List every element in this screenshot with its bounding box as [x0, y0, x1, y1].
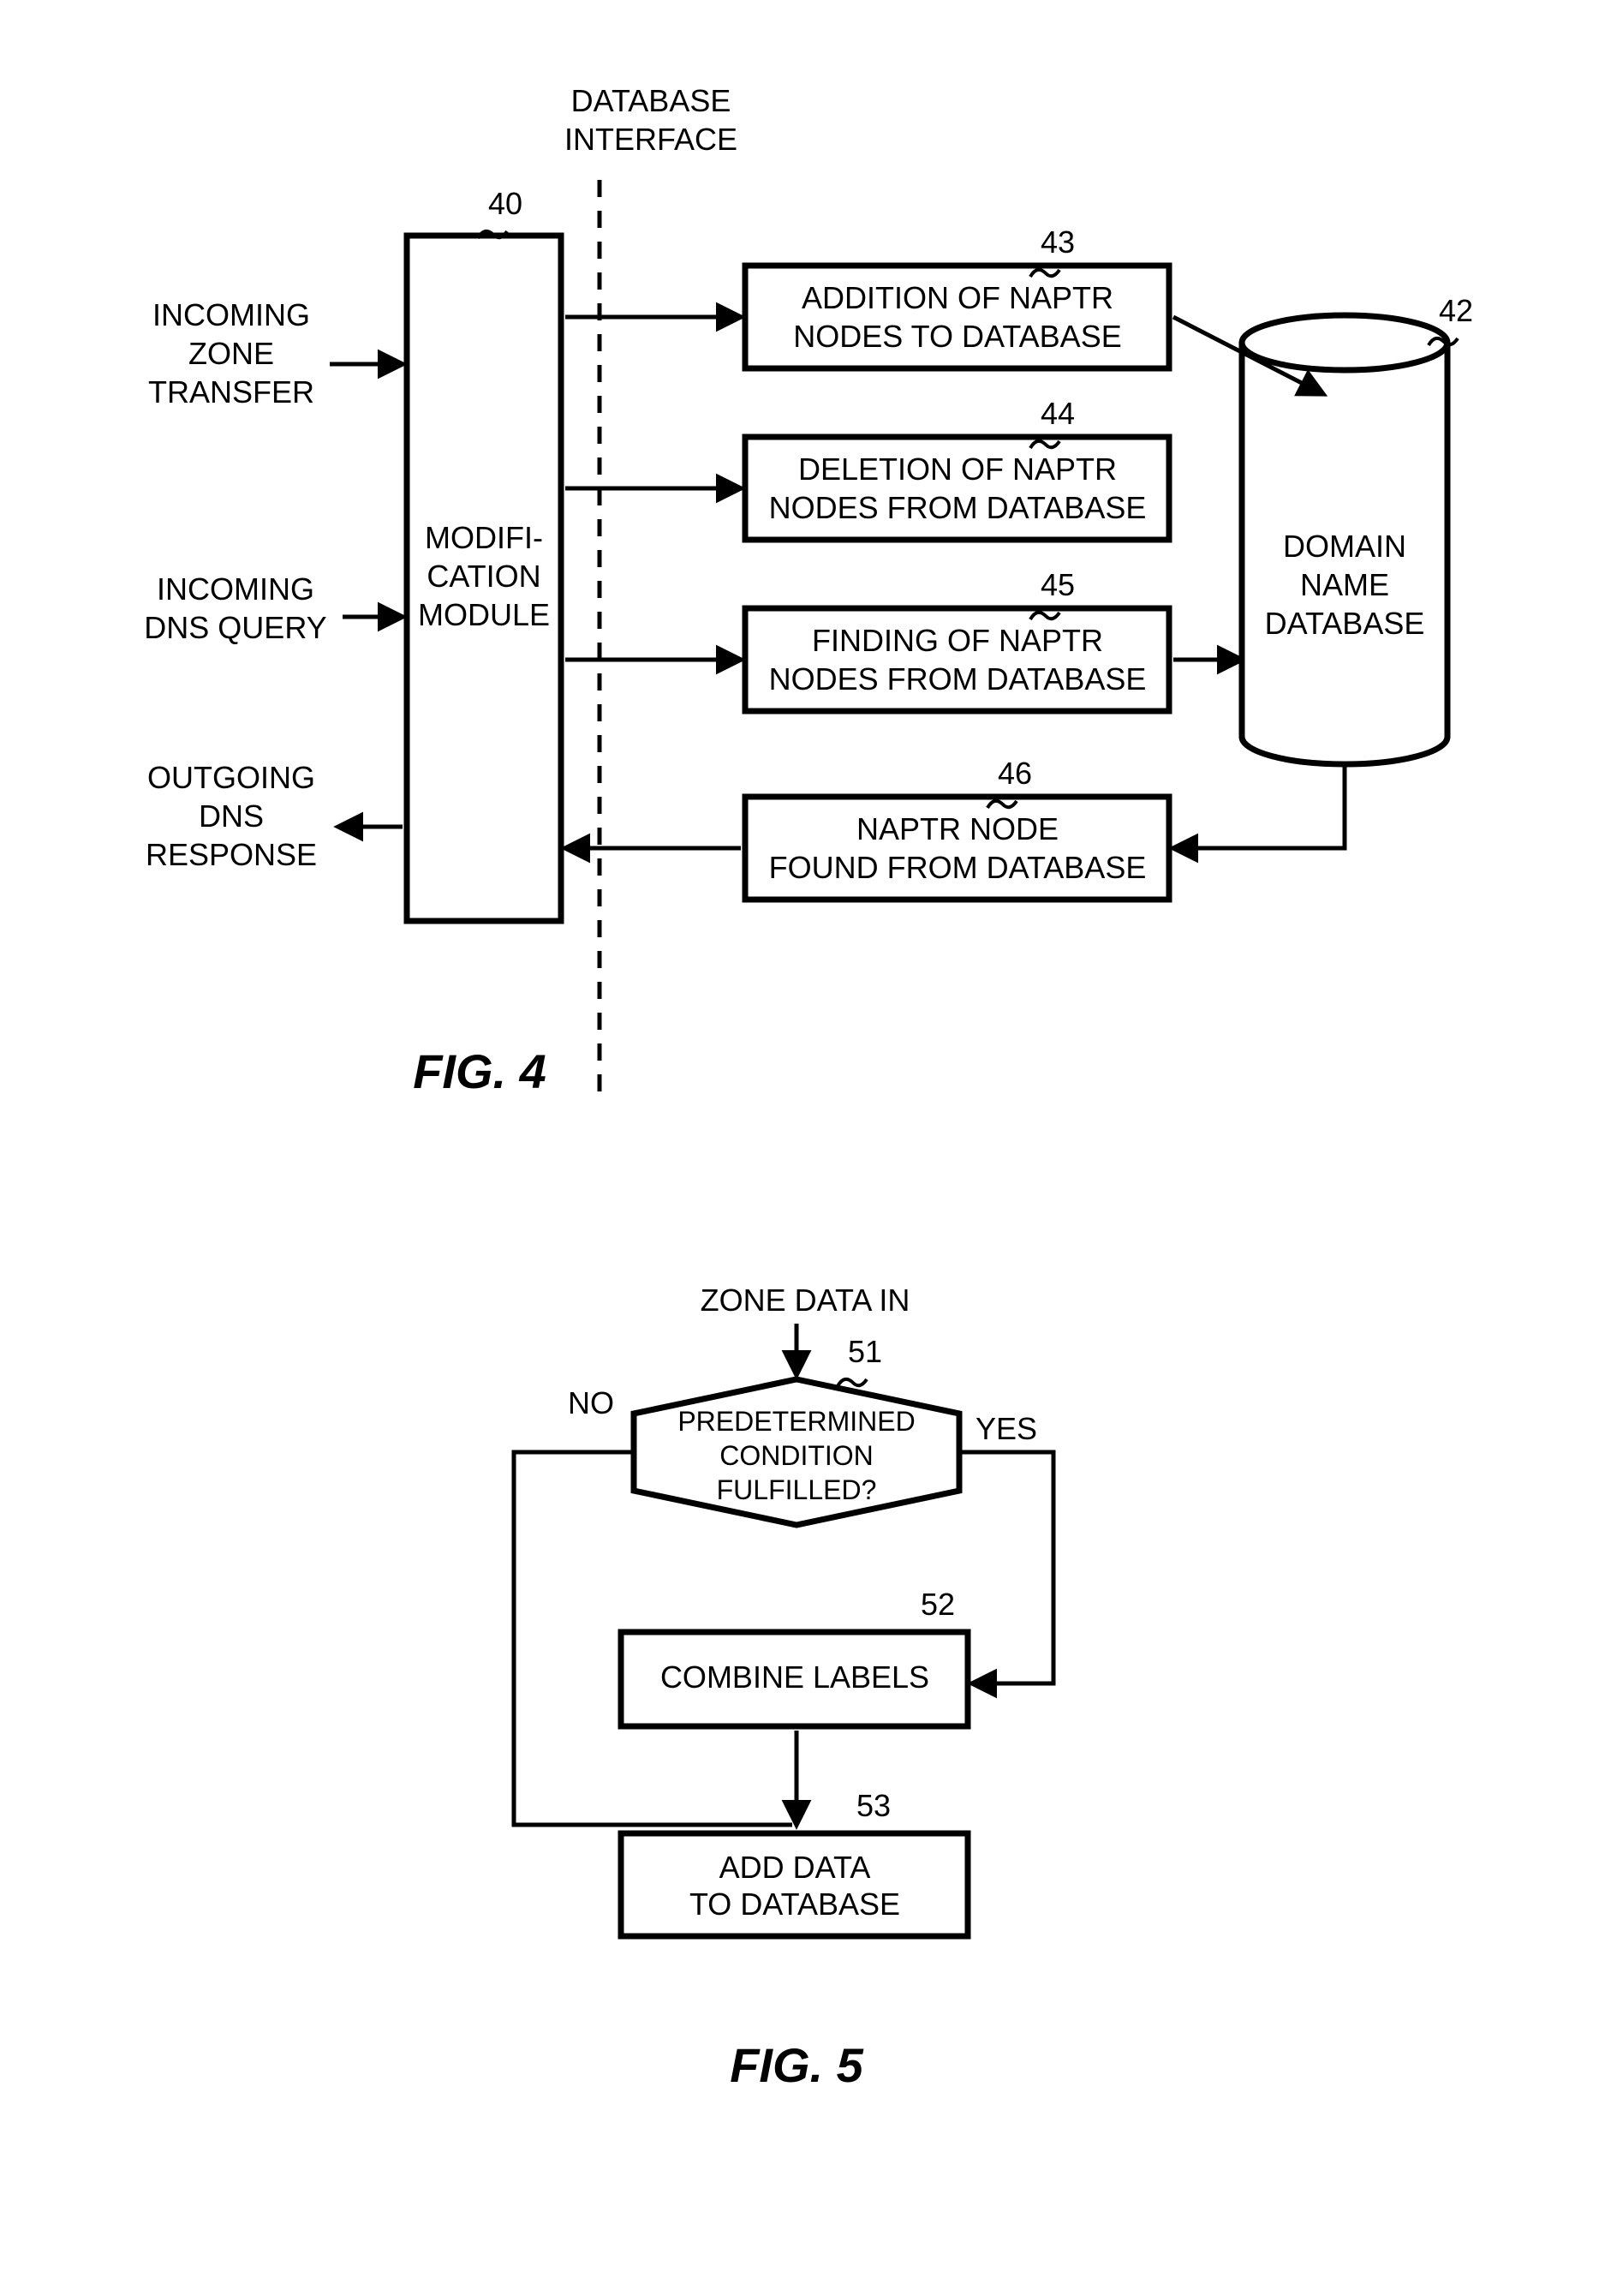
path-yes	[959, 1452, 1053, 1683]
text-label: ADDITION OF NAPTR	[802, 280, 1113, 315]
text-label: 44	[1041, 396, 1075, 431]
zone-data-in-label: ZONE DATA IN	[701, 1283, 910, 1318]
text-label: NODES FROM DATABASE	[769, 490, 1147, 525]
text-label: 42	[1439, 293, 1473, 328]
arrow-db-46	[1173, 764, 1345, 848]
text-label: DNS QUERY	[144, 610, 326, 645]
text-label: COMBINE LABELS	[660, 1659, 929, 1695]
text-label: 51	[848, 1334, 882, 1369]
text-label: TRANSFER	[148, 374, 314, 410]
text-label: OUTGOING	[147, 760, 315, 795]
text-label: 52	[921, 1587, 955, 1622]
fig5-label: FIG. 5	[730, 2038, 863, 2092]
text-label: TO DATABASE	[689, 1886, 900, 1922]
text-label: NAME	[1300, 567, 1389, 602]
text-label: NODES FROM DATABASE	[769, 661, 1147, 697]
text-label: CONDITION	[719, 1440, 874, 1471]
text-label: PREDETERMINED	[677, 1406, 915, 1437]
text-label: DELETION OF NAPTR	[798, 451, 1117, 487]
fig4-label: FIG. 4	[413, 1044, 546, 1098]
text-label: 53	[856, 1788, 891, 1823]
text-label: NODES TO DATABASE	[793, 319, 1121, 354]
text-label: INCOMING	[152, 297, 310, 332]
text-label: DOMAIN	[1283, 529, 1406, 564]
text-label: INCOMING	[157, 571, 314, 607]
database-cylinder-top	[1242, 315, 1447, 370]
header-line2: INTERFACE	[564, 122, 737, 157]
text-label: DNS	[199, 798, 264, 834]
header-line1: DATABASE	[571, 83, 731, 118]
text-label: FULFILLED?	[717, 1474, 877, 1505]
text-label: 43	[1041, 224, 1075, 260]
text-label: 45	[1041, 567, 1075, 602]
text-label: YES	[976, 1411, 1037, 1446]
text-label: FOUND FROM DATABASE	[769, 850, 1147, 885]
text-label: NAPTR NODE	[856, 811, 1059, 846]
text-label: NO	[568, 1385, 614, 1420]
text-label: 40	[488, 186, 522, 221]
text-label: ZONE	[188, 336, 274, 371]
text-label: FINDING OF NAPTR	[812, 623, 1103, 658]
text-label: CATION	[427, 559, 540, 594]
text-label: MODIFI-	[425, 520, 543, 555]
text-label: ADD DATA	[719, 1850, 871, 1885]
text-label: MODULE	[418, 597, 550, 632]
text-label: DATABASE	[1265, 606, 1425, 641]
text-label: RESPONSE	[146, 837, 317, 872]
text-label: 46	[998, 756, 1032, 791]
